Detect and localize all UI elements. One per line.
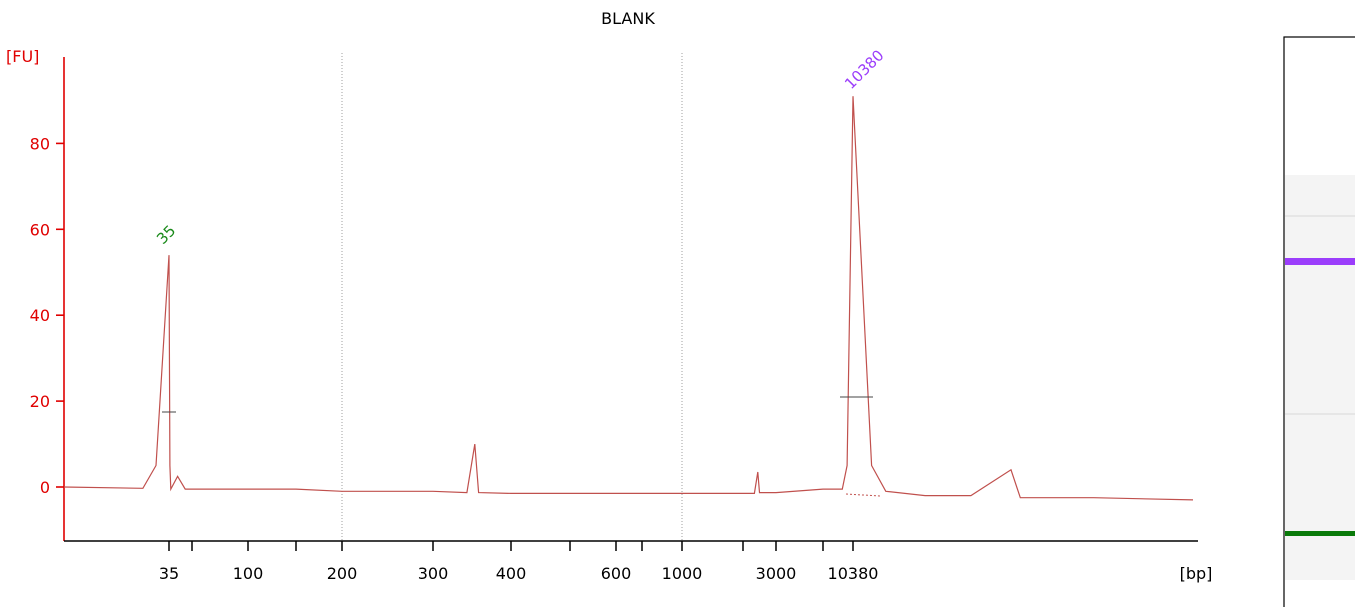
gel-band-upper-marker [1285,258,1355,265]
gel-band-lower-marker [1285,531,1355,536]
x-tick-label: 3000 [756,564,797,583]
gel-lane [1283,36,1355,607]
y-tick-label: 60 [30,220,50,239]
x-tick-label: 600 [601,564,632,583]
grid-lines [341,53,683,541]
x-tick-label: 35 [159,564,179,583]
peak-label-10380: 10380 [841,46,887,92]
gel-lane-background [1285,175,1355,580]
x-tick-label: 200 [327,564,358,583]
y-tick-label: 20 [30,392,50,411]
x-tick-label: 10380 [828,564,879,583]
x-ticks: 35 100 200 300 400 600 1000 3000 10380 [159,541,879,583]
y-tick-label: 0 [40,478,50,497]
peak-label-35: 35 [153,222,179,248]
y-ticks: 0 20 40 60 80 [30,134,64,497]
integration-baseline [845,493,881,497]
x-tick-label: 300 [418,564,449,583]
electropherogram-trace [63,96,1194,501]
x-axis-label: [bp] [1180,564,1213,583]
chart-title: BLANK [601,9,655,28]
x-tick-label: 1000 [662,564,703,583]
y-tick-label: 80 [30,134,50,153]
y-axis-label: [FU] [6,47,39,66]
axes [63,57,1198,542]
x-tick-label: 400 [496,564,527,583]
y-tick-label: 40 [30,306,50,325]
x-tick-label: 100 [233,564,264,583]
